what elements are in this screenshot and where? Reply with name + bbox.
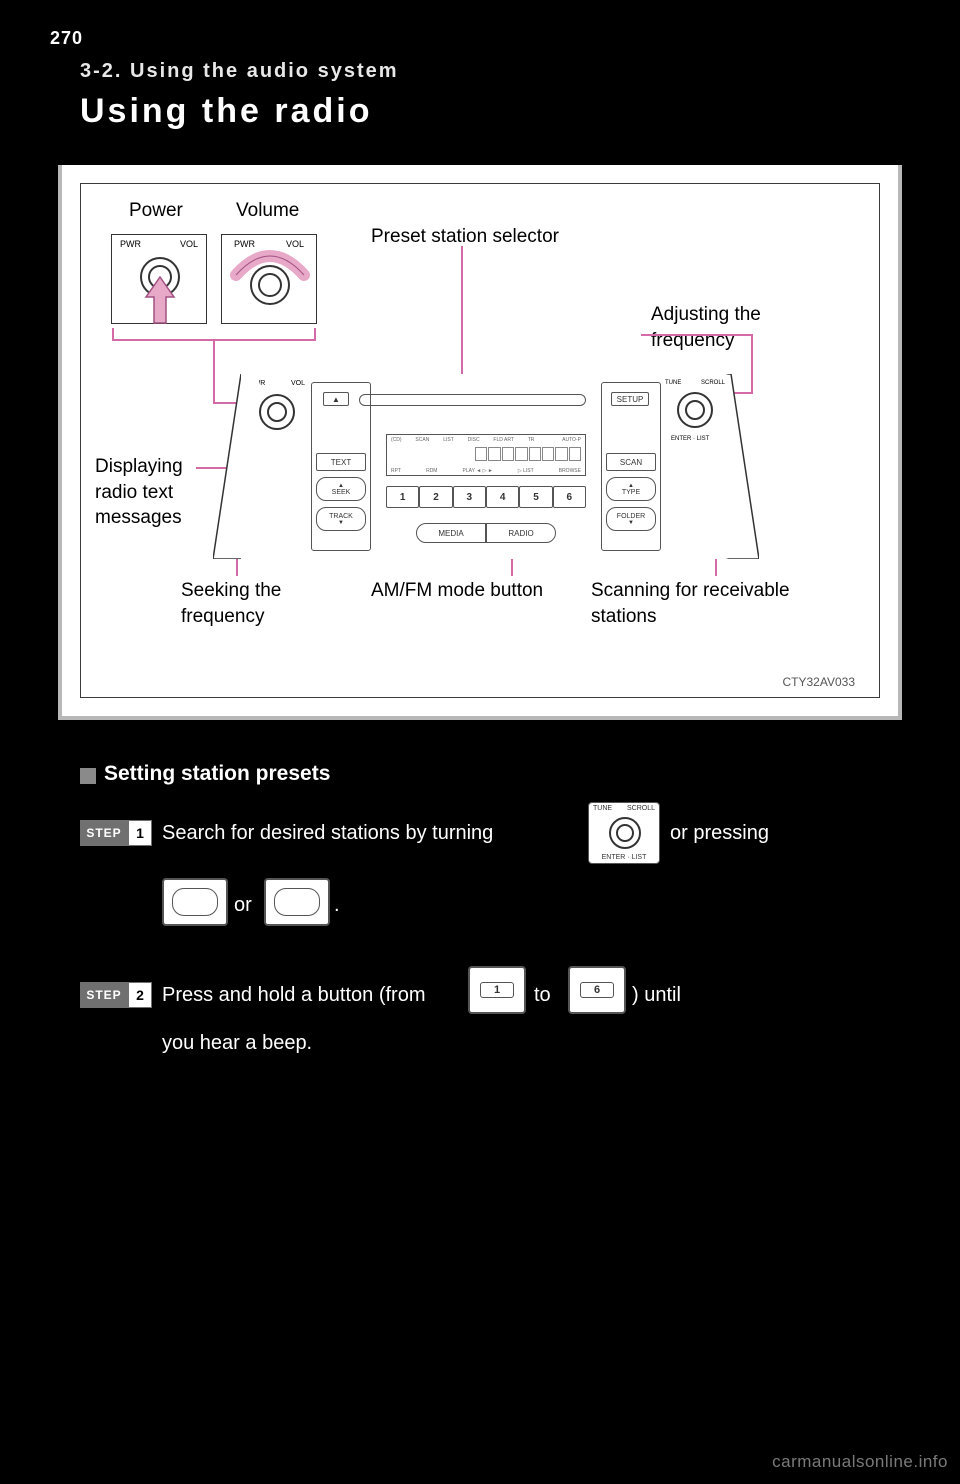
type-text: TYPE (622, 489, 640, 496)
preset-6: 6 (553, 486, 586, 508)
tune-knob: TUNE SCROLL ENTER · LIST (665, 380, 725, 440)
scan-button: SCAN (606, 453, 656, 471)
label-adjust-freq: Adjusting the frequency (651, 302, 831, 353)
label-preset-selector: Preset station selector (371, 224, 559, 250)
media-radio-row: MEDIA RADIO (416, 523, 556, 543)
type-button: ▲ TYPE (606, 477, 656, 501)
section-label: 3-2. Using the audio system (80, 60, 399, 83)
step-2-badge: STEP 2 (80, 982, 152, 1008)
vol-text: VOL (180, 239, 198, 249)
section-bullet-icon (80, 768, 96, 784)
track-icon: TRACK ▼ (264, 878, 330, 926)
power-knob-closeup: PWR VOL (111, 234, 207, 324)
preset-1-icon: 1 (468, 966, 526, 1014)
label-amfm: AM/FM mode button (371, 578, 543, 604)
radio-button: RADIO (486, 523, 556, 543)
rotate-arrow-icon (226, 245, 314, 285)
folder-button: FOLDER ▼ (606, 507, 656, 531)
step2-text-mid: to (534, 980, 551, 1010)
tune-knob-sm (685, 400, 705, 420)
preset-6-icon: 6 (568, 966, 626, 1014)
step-num-1: 1 (128, 820, 152, 846)
tune-knob-icon: TUNE SCROLL ENTER · LIST (588, 802, 660, 864)
label-power: Power (129, 198, 183, 224)
track-ic-text: TRACK (283, 893, 311, 902)
preset1-num: 1 (480, 982, 514, 998)
seek-text: SEEK (332, 489, 351, 496)
radio-unit: PWR VOL TUNE SCROLL ENTER · LIST ▲ SETUP (241, 374, 731, 559)
enter-ic-lbl: ENTER · LIST (589, 854, 659, 862)
track-text: TRACK (329, 513, 353, 520)
label-volume: Volume (236, 198, 299, 224)
press-arrow-icon (144, 275, 176, 327)
page-number: 270 (50, 28, 83, 49)
watermark: carmanualsonline.info (772, 1452, 948, 1472)
step2-text-b: ) until (632, 980, 681, 1010)
media-button: MEDIA (416, 523, 486, 543)
preset-4: 4 (486, 486, 519, 508)
folder-text: FOLDER (617, 513, 645, 520)
seek-ic-text: SEEK (184, 902, 206, 911)
left-cluster: TEXT ▲ SEEK TRACK ▼ (311, 382, 371, 551)
subheading-presets: Setting station presets (104, 762, 330, 786)
preset6-num: 6 (580, 982, 614, 998)
bracket-icon (111, 326, 317, 356)
step1-text-c: or (234, 890, 252, 920)
ic-knob-sm (616, 824, 634, 842)
leader-adjfreq-h (641, 334, 753, 336)
cd-slot (359, 394, 586, 406)
knob-sm (267, 402, 287, 422)
step-1-badge: STEP 1 (80, 820, 152, 846)
preset-row: 1 2 3 4 5 6 (386, 486, 586, 508)
right-cluster: SCAN ▲ TYPE FOLDER ▼ (601, 382, 661, 551)
step1-text-a: Search for desired stations by turning (162, 818, 493, 848)
diagram-frame: Power Volume Preset station selector Adj… (80, 183, 880, 698)
step-label-2: STEP (80, 982, 128, 1008)
label-seek-freq: Seeking the frequency (181, 578, 321, 629)
preset-2: 2 (419, 486, 452, 508)
text-button: TEXT (316, 453, 366, 471)
display-area: (CD)SCANLISTDISCFLD ARTTRAUTO-P RPTRDMPL… (386, 434, 586, 476)
tune-label: TUNE (665, 380, 681, 386)
preset-5: 5 (519, 486, 552, 508)
page-title: Using the radio (80, 92, 372, 131)
step1-text-d: . (334, 890, 340, 920)
volume-knob-closeup: PWR VOL (221, 234, 317, 324)
step2-text-a: Press and hold a button (from (162, 980, 425, 1010)
radio-face: PWR VOL TUNE SCROLL ENTER · LIST ▲ SETUP (241, 374, 731, 559)
track-button: TRACK ▼ (316, 507, 366, 531)
seek-button: ▲ SEEK (316, 477, 366, 501)
figure-code: CTY32AV033 (783, 675, 856, 689)
radio-diagram-panel: Power Volume Preset station selector Adj… (58, 165, 902, 720)
enter-label: ENTER · LIST (671, 436, 709, 442)
preset-1: 1 (386, 486, 419, 508)
tune-ic-lbl: TUNE (593, 805, 612, 813)
pwr-label: PWR (249, 380, 265, 387)
preset-3: 3 (453, 486, 486, 508)
step-num-2: 2 (128, 982, 152, 1008)
step2-text-c: you hear a beep. (162, 1028, 312, 1058)
pwr-vol-knob: PWR VOL (247, 380, 307, 440)
vol-label: VOL (291, 380, 305, 387)
scroll-label: SCROLL (701, 380, 725, 386)
step1-text-b: or pressing (670, 818, 769, 848)
pwr-text: PWR (120, 239, 141, 249)
scroll-ic-lbl: SCROLL (627, 805, 655, 813)
seek-icon: ▲ SEEK (162, 878, 228, 926)
label-scan: Scanning for receivable stations (591, 578, 811, 629)
label-text-messages: Displaying radio text messages (95, 454, 215, 531)
step-label-1: STEP (80, 820, 128, 846)
